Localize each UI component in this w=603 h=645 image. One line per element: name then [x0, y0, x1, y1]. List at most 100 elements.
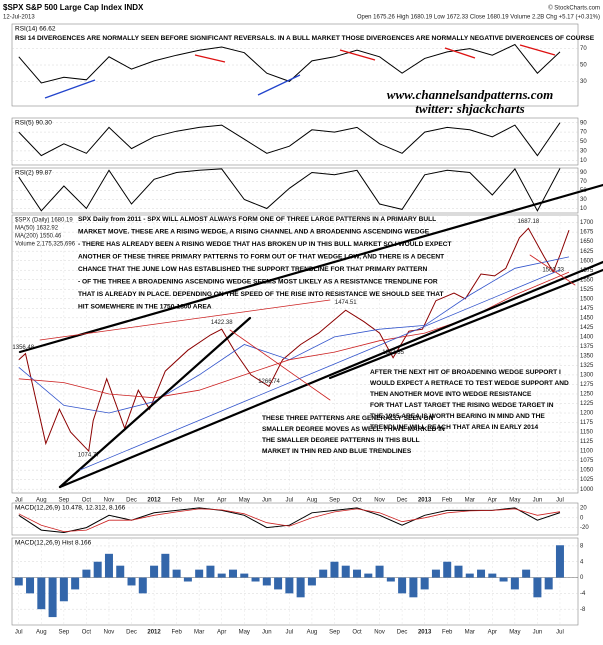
x-tick-label: 2012 [147, 630, 161, 636]
y-tick-label: 1275 [580, 382, 594, 388]
x-tick-label: Oct [352, 498, 362, 504]
x-tick-label: Aug [36, 498, 47, 504]
annotation: SMALLER DEGREE MOVES AS WELL. I HAVE MAR… [262, 426, 445, 433]
bar [409, 577, 418, 598]
trendline [529, 254, 576, 286]
bar [150, 565, 159, 578]
trendline [79, 269, 561, 471]
annotation: AFTER THE NEXT HIT OF BROADENING WEDGE S… [370, 369, 561, 376]
bar [375, 565, 384, 578]
y-tick-label: 1700 [580, 220, 594, 226]
legend-entry: MA(200) 1550.46 [15, 234, 62, 240]
y-tick-label: 1400 [580, 334, 594, 340]
bar [555, 545, 564, 578]
bar [161, 553, 170, 578]
annotation: - OF THE THREE A BROADENING ASCENDING WE… [78, 278, 438, 285]
x-tick-label: Sep [59, 498, 70, 504]
bar [37, 577, 46, 610]
y-tick-label: 1500 [580, 296, 594, 302]
bar [477, 569, 486, 578]
x-tick-label: Dec [126, 498, 137, 504]
x-tick-label: Apr [217, 498, 226, 504]
watermark: www.channelsandpatterns.com [387, 87, 553, 102]
x-tick-label: Mar [194, 498, 204, 504]
bar [420, 577, 429, 590]
bar [443, 561, 452, 578]
point-label: 1266.74 [258, 379, 280, 385]
x-tick-label: Sep [59, 630, 70, 636]
bar [262, 577, 271, 586]
y-tick-label: 1450 [580, 315, 594, 321]
y-tick-label: 1425 [580, 325, 594, 331]
legend-entry: MA(50) 1632.92 [15, 226, 59, 232]
y-tick-label: 1625 [580, 249, 594, 255]
y-tick-label: 1125 [580, 439, 594, 445]
y-tick-label: 1350 [580, 353, 594, 359]
bar [386, 577, 395, 582]
annotation: WOULD EXPECT A RETRACE TO TEST WEDGE SUP… [370, 380, 569, 387]
x-tick-label: Nov [374, 630, 385, 636]
y-tick-label: 70 [580, 130, 587, 136]
annotation: THAT IS ALREADY IN PLACE. DEPENDING ON T… [78, 291, 444, 298]
y-tick-label: 1250 [580, 392, 594, 398]
x-tick-label: Jul [556, 498, 564, 504]
y-tick-label: 30 [580, 79, 587, 85]
y-tick-label: 1100 [580, 449, 594, 455]
y-tick-label: 1300 [580, 373, 594, 379]
panel-title: MACD(12,26,9) 10.478, 12.312, 8.166 [15, 505, 126, 512]
point-label: 1687.18 [518, 219, 540, 225]
y-tick-label: 8 [580, 543, 584, 549]
bar [544, 577, 553, 590]
bar [465, 573, 474, 578]
bar [296, 577, 305, 598]
bar [330, 561, 339, 578]
x-tick-label: May [509, 498, 520, 504]
y-tick-label: 1575 [580, 268, 594, 274]
y-tick-label: 10 [580, 158, 587, 164]
x-tick-label: Jun [262, 498, 272, 504]
y-tick-label: 1050 [580, 468, 594, 474]
bar [48, 577, 57, 618]
y-tick-label: 50 [580, 63, 587, 69]
y-tick-label: 1375 [580, 344, 594, 350]
y-tick-label: 1175 [580, 420, 594, 426]
y-tick-label: 1475 [580, 306, 594, 312]
y-tick-label: -20 [580, 525, 589, 531]
x-tick-label: Aug [36, 630, 47, 636]
x-tick-label: Jun [533, 630, 543, 636]
x-tick-label: Nov [104, 630, 115, 636]
quote: Open 1675.26 High 1680.19 Low 1672.33 Cl… [357, 15, 600, 21]
source: © StockCharts.com [548, 5, 600, 12]
date: 12-Jul-2013 [3, 15, 35, 21]
bar [307, 577, 316, 586]
y-tick-label: 1150 [580, 430, 594, 436]
x-tick-label: Feb [171, 498, 182, 504]
y-tick-label: 4 [580, 559, 584, 565]
annotation: THE SMALLER DEGREE PATTERNS IN THIS BULL [262, 437, 420, 444]
x-tick-label: Jul [15, 498, 23, 504]
panel-frame [11, 502, 579, 536]
y-tick-label: 20 [580, 506, 587, 512]
y-tick-label: 70 [580, 46, 587, 52]
arrow [519, 44, 556, 56]
x-tick-label: Oct [82, 498, 92, 504]
series-line [18, 227, 570, 453]
x-tick-label: Mar [465, 630, 475, 636]
y-tick-label: 70 [580, 179, 587, 185]
x-tick-label: Dec [397, 498, 408, 504]
bar [533, 577, 542, 598]
point-label: 1422.38 [211, 320, 233, 326]
x-tick-label: Feb [442, 498, 453, 504]
annotation: CHANCE THAT THE JUNE LOW HAS ESTABLISHED… [78, 266, 427, 273]
arrow [44, 79, 96, 99]
y-tick-label: 90 [580, 170, 587, 176]
y-tick-label: 30 [580, 148, 587, 154]
x-tick-label: Mar [465, 498, 475, 504]
x-tick-label: May [239, 630, 250, 636]
annotation: THESE THREE PATTERNS ARE GENERALLY SEEN … [262, 415, 434, 422]
y-tick-label: 1650 [580, 239, 594, 245]
bar [431, 569, 440, 578]
y-tick-label: 1200 [580, 411, 594, 417]
bar [71, 577, 80, 590]
panel-frame [11, 23, 579, 107]
